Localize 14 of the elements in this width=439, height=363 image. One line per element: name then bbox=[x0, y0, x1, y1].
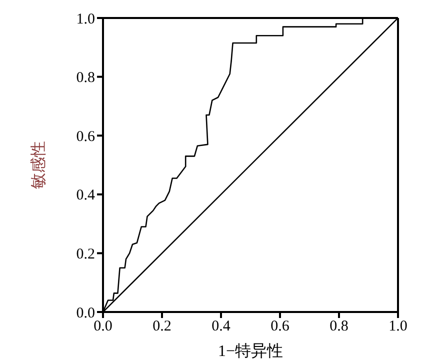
x-tick-label: 0.2 bbox=[152, 318, 172, 335]
y-axis-title: 敏感性 bbox=[30, 141, 48, 189]
y-tick-label: 0.2 bbox=[76, 246, 95, 263]
x-tick-label: 1.0 bbox=[388, 318, 408, 335]
y-tick-label: 0.6 bbox=[76, 128, 96, 145]
x-tick-label: 0.4 bbox=[212, 318, 231, 335]
x-tick-label: 0.8 bbox=[330, 318, 348, 335]
x-tick-label: 0.0 bbox=[94, 318, 112, 335]
y-tick-label: 0.4 bbox=[76, 188, 96, 204]
y-tick-label: 1.0 bbox=[76, 11, 95, 28]
x-axis-title: 1−特异性 bbox=[218, 342, 284, 360]
x-tick-label: 0.6 bbox=[270, 318, 290, 335]
y-tick-label: 0.0 bbox=[76, 305, 95, 322]
y-tick-label: 0.8 bbox=[76, 70, 95, 86]
